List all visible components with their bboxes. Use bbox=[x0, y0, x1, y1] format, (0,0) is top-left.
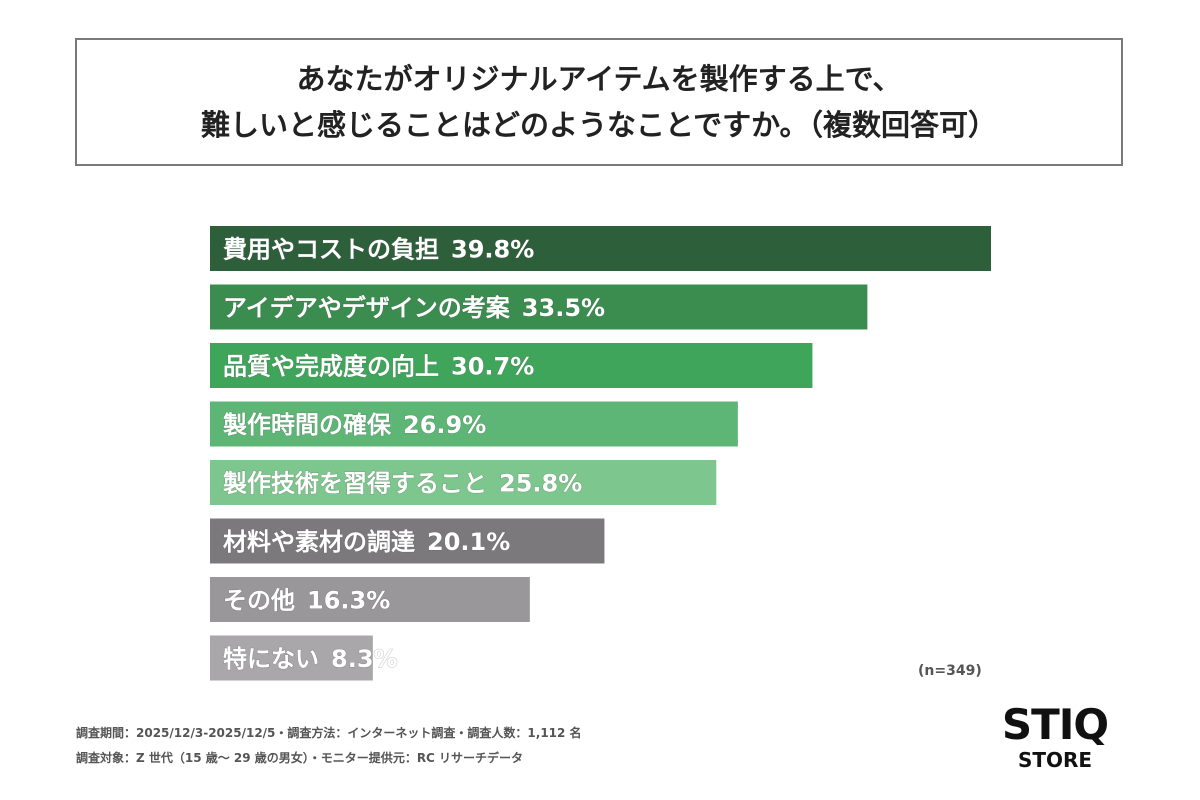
bar bbox=[210, 284, 868, 330]
chart-title-line-2: 難しいと感じることはどのようなことですか。（複数回答可） bbox=[200, 108, 998, 142]
stiq-store-logo: STIQ STORE bbox=[985, 703, 1125, 773]
logo-sub-text: STORE bbox=[1017, 748, 1093, 772]
chart-title-line-1: あなたがオリジナルアイテムを製作する上で、 bbox=[296, 62, 902, 96]
bar-label: アイデアやデザインの考案 33.5% bbox=[223, 294, 605, 322]
bar-label: 特にない 8.3% bbox=[223, 645, 398, 673]
bar-label: 品質や完成度の向上 30.7% bbox=[223, 353, 534, 381]
survey-target-note: 調査対象：Z 世代（15 歳～ 29 歳の男女）・モニター提供元：RC リサーチ… bbox=[76, 751, 524, 765]
bar-label: 費用やコストの負担 39.8% bbox=[223, 236, 534, 264]
bar bbox=[210, 577, 530, 622]
chart-title-box: あなたがオリジナルアイテムを製作する上で、 難しいと感じることはどのようなことで… bbox=[75, 38, 1123, 166]
sample-size-label: (n=349) bbox=[918, 663, 982, 679]
bar-label: 製作技術を習得すること 25.8% bbox=[223, 470, 582, 498]
bar bbox=[210, 460, 717, 505]
bar bbox=[210, 226, 991, 271]
bar-label: その他 16.3% bbox=[223, 587, 390, 615]
survey-period-note: 調査期間：2025/12/3-2025/12/5・調査方法：インターネット調査・… bbox=[76, 726, 582, 740]
bar-label: 材料や素材の調達 20.1% bbox=[223, 528, 510, 556]
bar bbox=[210, 343, 813, 388]
bar-label: 製作時間の確保 26.9% bbox=[223, 411, 486, 439]
bar bbox=[210, 635, 373, 681]
bar bbox=[210, 518, 605, 564]
bar bbox=[210, 401, 738, 447]
logo-main-text: STIQ bbox=[1001, 700, 1109, 749]
